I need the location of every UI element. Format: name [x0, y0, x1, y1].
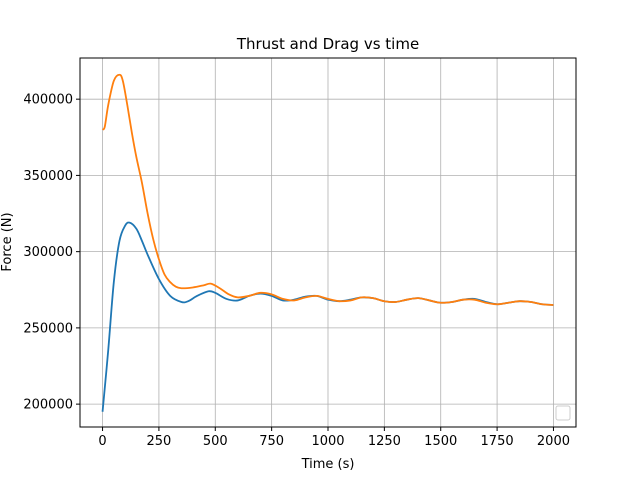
legend-box: [555, 405, 571, 421]
x-tick-label: 500: [203, 434, 228, 449]
series-line-2: [101, 73, 554, 306]
x-tick-label: 1750: [481, 434, 514, 449]
x-tick-label: 2000: [537, 434, 570, 449]
y-tick-label: 200000: [23, 398, 73, 413]
x-tick-label: 250: [146, 434, 171, 449]
y-tick-label: 250000: [23, 321, 73, 336]
chart-title: Thrust and Drag vs time: [236, 35, 419, 53]
tick-layer: 0 250 500 750 1000 1250 1500 1750 2000 200000 2500…: [23, 93, 570, 449]
x-tick-label: 0: [98, 434, 106, 449]
y-tick-label: 300000: [23, 245, 73, 260]
series-layer: [101, 73, 554, 412]
x-tick-label: 1250: [368, 434, 401, 449]
y-tick-label: 400000: [23, 93, 73, 108]
legend: [555, 405, 571, 421]
y-tick-label: 350000: [23, 169, 73, 184]
x-tick-label: 1000: [311, 434, 344, 449]
x-axis-label: Time (s): [301, 457, 355, 472]
grid-layer: [80, 58, 576, 427]
x-tick-label: 750: [259, 434, 284, 449]
y-axis-label: Force (N): [0, 212, 15, 271]
x-tick-label: 1500: [424, 434, 457, 449]
